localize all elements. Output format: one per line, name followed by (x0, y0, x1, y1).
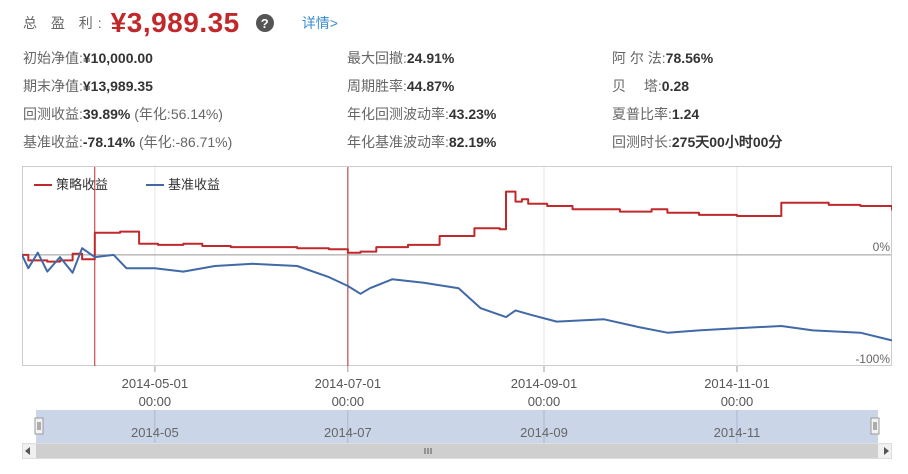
stat-value: 39.89% (82, 106, 131, 122)
stat-label: 回测收益: (23, 106, 83, 122)
stat-label: 期末净值: (23, 78, 83, 94)
stat-benchmark-volatility: 年化基准波动率:82.19% (347, 128, 496, 156)
series-line-1 (22, 247, 892, 342)
detail-link[interactable]: 详情> (301, 15, 338, 31)
stat-label: 夏普比率: (612, 106, 672, 122)
stat-label: 回测时长: (612, 134, 672, 150)
stat-value: 1.24 (671, 106, 700, 122)
scroll-left-arrow-icon[interactable] (25, 447, 30, 455)
question-circle-icon[interactable]: ? (255, 14, 274, 32)
series-layer (22, 190, 892, 342)
plot-frame (22, 166, 892, 366)
zero-label: 0% (873, 240, 891, 254)
stat-win-rate: 周期胜率:44.87% (347, 72, 454, 100)
stat-value: -78.14% (82, 134, 136, 150)
stat-value: 275天00小时00分 (671, 134, 783, 150)
stat-benchmark-return: 基准收益:-78.14% (年化:-86.71%) (23, 128, 232, 156)
returns-chart: 0% -100% 策略收益 基准收益 2014-05-01 00:00 2014-07… (22, 166, 892, 409)
stat-beta: 贝 塔:0.28 (612, 72, 689, 100)
stat-value: 43.23% (448, 106, 497, 122)
stat-final-value: 期末净值:¥13,989.35 (23, 72, 153, 100)
navigator-selection[interactable] (36, 410, 878, 443)
stat-value: 78.56% (665, 50, 714, 66)
x-tick-time: 00:00 (528, 394, 561, 409)
navigator-handle-right[interactable] (870, 417, 880, 435)
scroll-right-arrow-icon[interactable] (884, 447, 889, 455)
total-profit-label: 总 盈 利: (23, 15, 107, 31)
stat-sharpe: 夏普比率:1.24 (612, 100, 699, 128)
stat-label: 基准收益: (23, 134, 83, 150)
min-label: -100% (855, 352, 890, 366)
x-tick-label: 2014-05-01 (122, 376, 189, 391)
stat-label: 周期胜率: (347, 78, 407, 94)
stat-max-drawdown: 最大回撤:24.91% (347, 44, 454, 72)
stat-value: 0.28 (661, 78, 690, 94)
legend-label-0: 策略收益 (56, 177, 108, 192)
stat-initial-value: 初始净值:¥10,000.00 (23, 44, 153, 72)
navigator-label: 2014-05 (131, 425, 179, 440)
stat-label: 贝 塔: (612, 78, 662, 94)
stat-value: ¥13,989.35 (82, 78, 153, 94)
x-tick-label: 2014-07-01 (315, 376, 382, 391)
x-tick-label: 2014-09-01 (511, 376, 578, 391)
stat-annualized: (年化:56.14%) (134, 106, 223, 122)
navigator-handle-left[interactable] (34, 417, 44, 435)
range-navigator[interactable]: 2014-05 2014-07 2014-09 2014-11 (22, 410, 892, 446)
stat-alpha: 阿 尔 法:78.56% (612, 44, 713, 72)
stat-value: ¥10,000.00 (82, 50, 153, 66)
stat-duration: 回测时长:275天00小时00分 (612, 128, 782, 156)
x-tick-time: 00:00 (139, 394, 172, 409)
navigator-label: 2014-11 (714, 425, 761, 440)
stat-value: 44.87% (406, 78, 455, 94)
stat-value: 24.91% (406, 50, 455, 66)
stat-backtest-volatility: 年化回测波动率:43.23% (347, 100, 496, 128)
stat-label: 最大回撤: (347, 50, 407, 66)
stat-backtest-return: 回测收益:39.89% (年化:56.14%) (23, 100, 223, 128)
stat-annualized: (年化:-86.71%) (138, 134, 233, 150)
x-tick-time: 00:00 (721, 394, 754, 409)
stat-value: 82.19% (448, 134, 497, 150)
stat-label: 年化基准波动率: (347, 134, 449, 150)
navigator-labels: 2014-05 2014-07 2014-09 2014-11 (131, 410, 760, 443)
x-tick-label: 2014-11-01 (704, 376, 770, 391)
stat-label: 年化回测波动率: (347, 106, 449, 122)
x-tick-time: 00:00 (332, 394, 365, 409)
series-line-0 (22, 190, 892, 263)
navigator-label: 2014-09 (520, 425, 568, 440)
legend-label-1: 基准收益 (168, 177, 220, 192)
navigator-label: 2014-07 (324, 425, 372, 440)
stat-label: 阿 尔 法: (612, 50, 666, 66)
scrollbar-thumb[interactable] (36, 444, 878, 458)
marker-lines (94, 167, 349, 366)
scrollbar[interactable] (22, 443, 892, 459)
x-axis-ticks: 2014-05-01 00:00 2014-07-01 00:00 2014-09-01… (122, 366, 770, 409)
legend[interactable]: 策略收益 基准收益 (34, 177, 220, 192)
total-profit-value: ¥3,989.35 (110, 7, 240, 38)
stat-label: 初始净值: (23, 50, 83, 66)
total-profit-header: 总 盈 利: ¥3,989.35 ? 详情> (23, 6, 338, 40)
